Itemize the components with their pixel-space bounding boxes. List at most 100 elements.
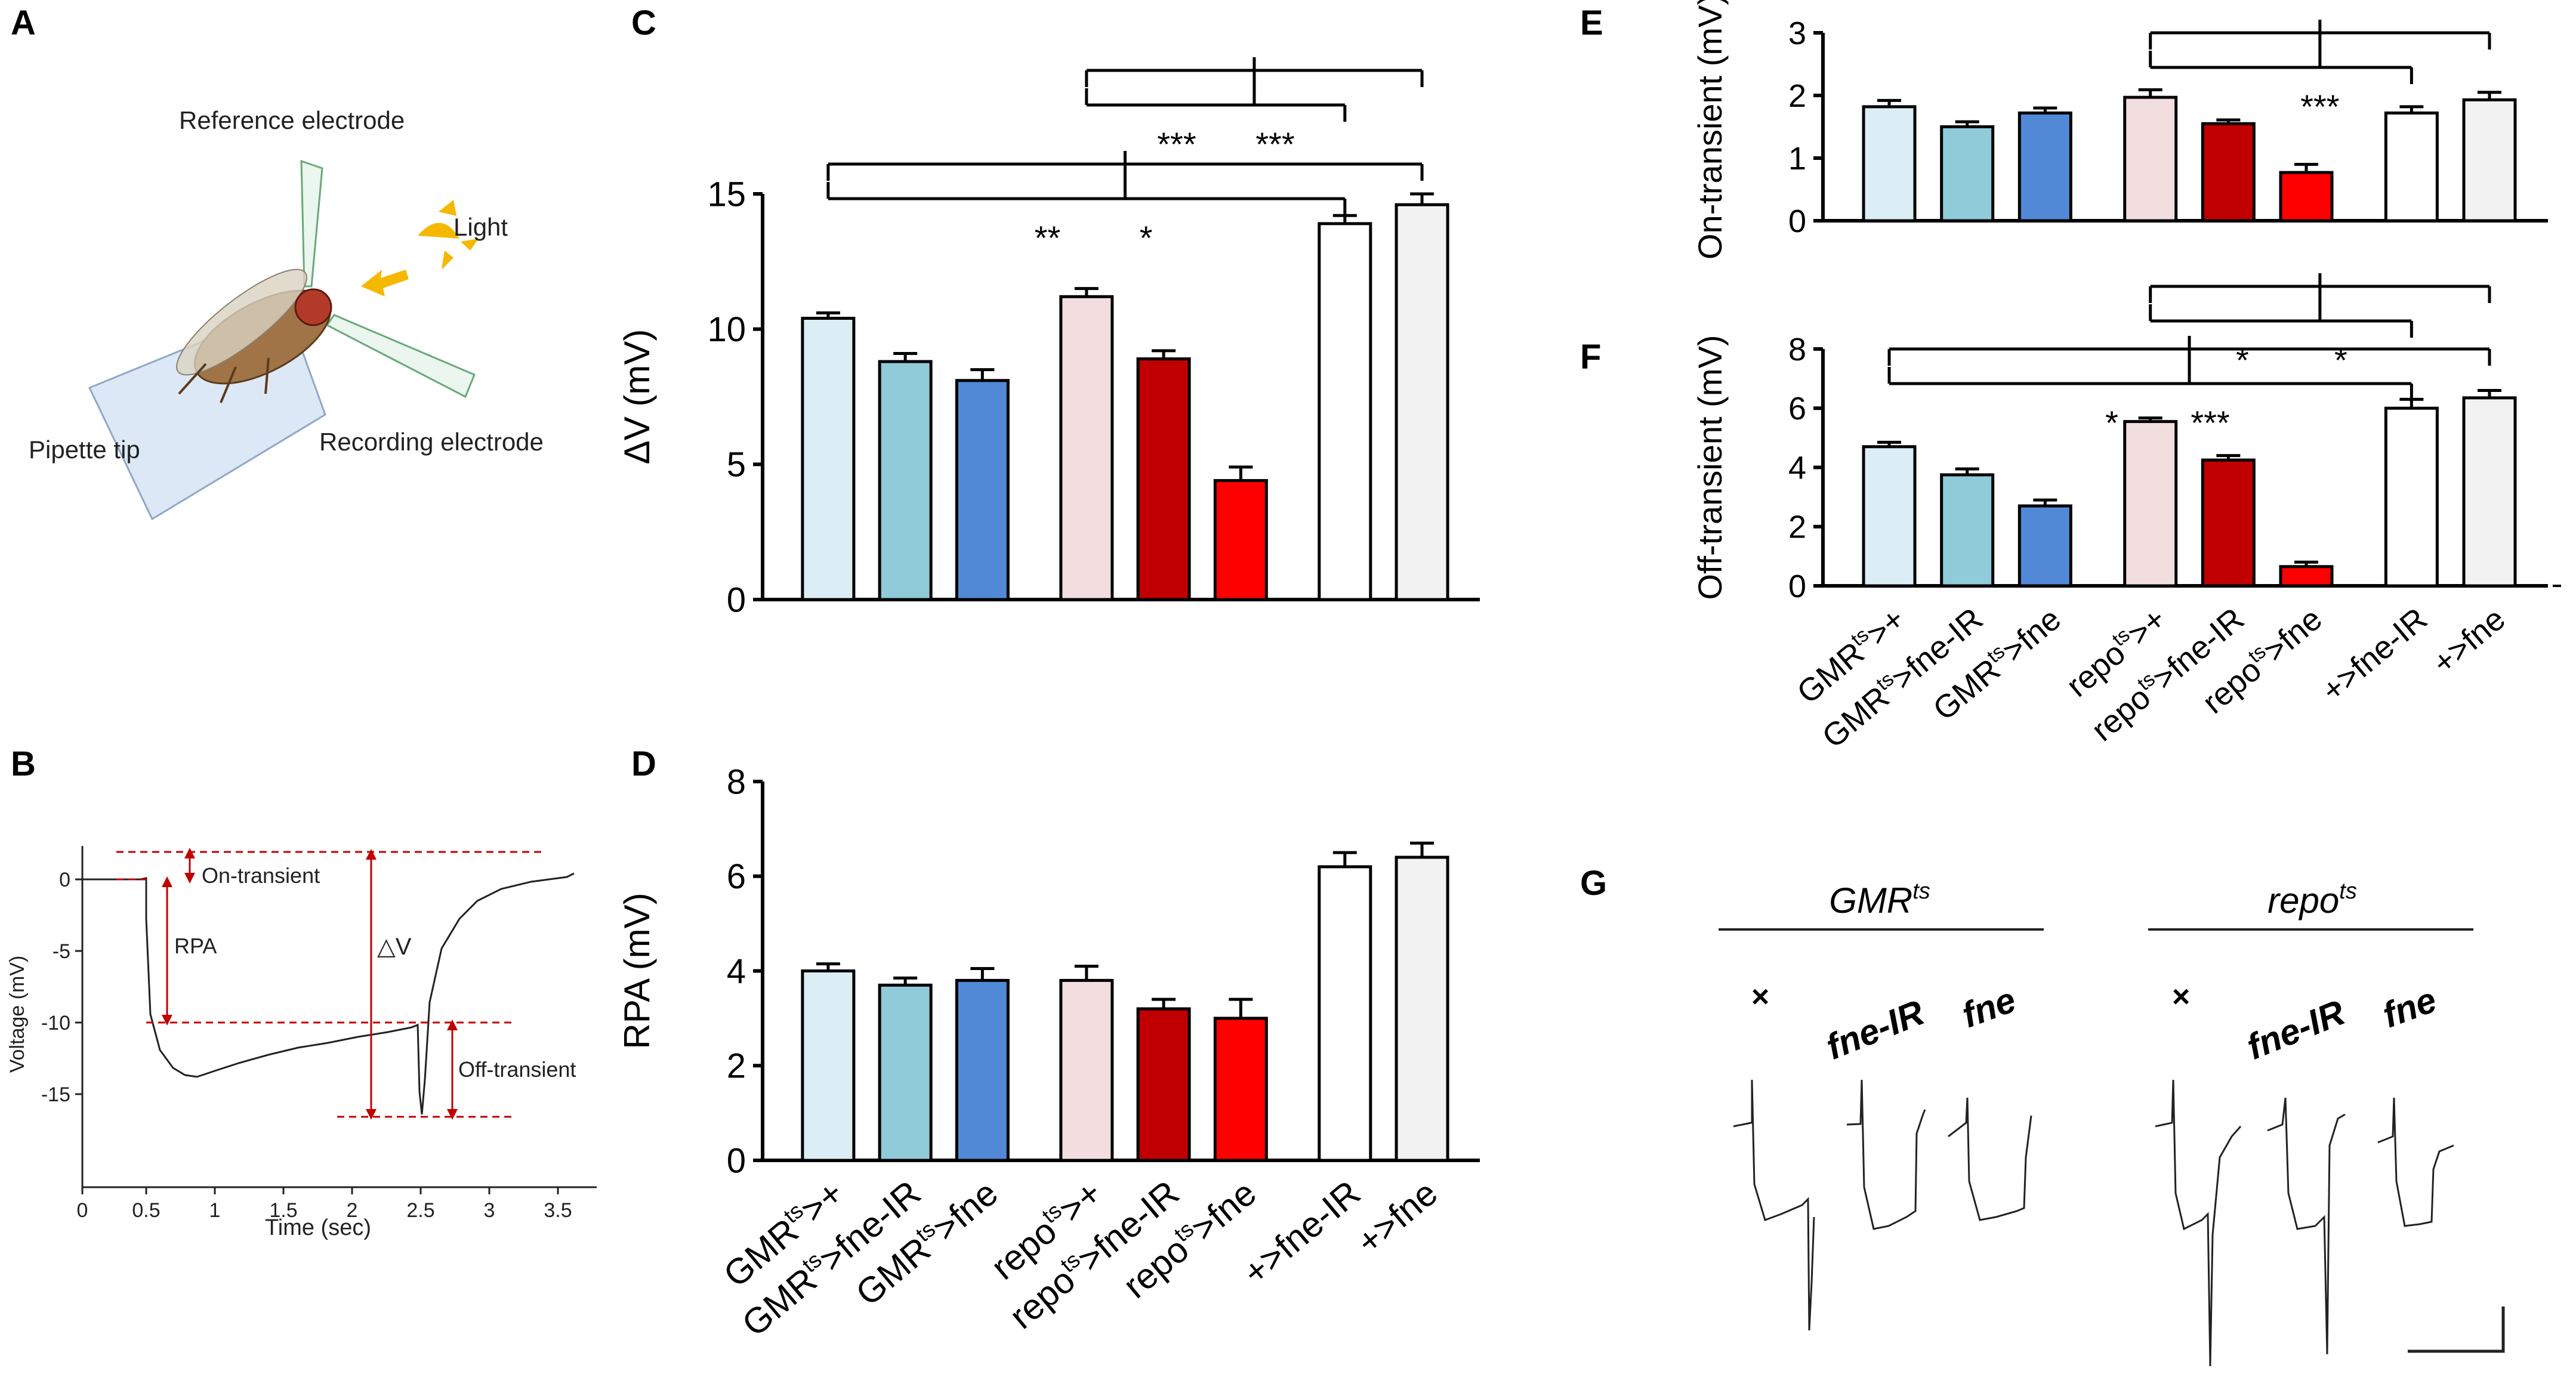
e-bar-4: [2201, 122, 2256, 223]
label-reference-electrode: Reference electrode: [179, 106, 405, 134]
g-group2-title: repots: [2268, 879, 2357, 921]
g-group1-title: GMRts: [1829, 879, 1930, 921]
label-delta-v: △V: [377, 934, 412, 960]
e-bar-5: [2279, 171, 2334, 223]
d-bar-7: [1395, 855, 1449, 1162]
d-ytick-label: 2: [727, 1047, 746, 1086]
c-bar-5: [1213, 479, 1268, 601]
d-ytick-label: 8: [727, 762, 746, 801]
f-ytick-label: 4: [1788, 450, 1806, 486]
f-bar-5: [2279, 565, 2334, 588]
d-bar-1: [878, 983, 933, 1162]
d-genotype-label-7: +>fne: [1349, 1173, 1445, 1262]
c-ytick-label: 10: [707, 310, 746, 349]
e-ytick-label: 0: [1788, 203, 1806, 239]
c-ytick-label: 0: [727, 580, 746, 619]
e-sig-label: ***: [2300, 88, 2339, 125]
d-genotype-label-6: +>fne-IR: [1235, 1173, 1368, 1293]
c-bar-2: [955, 379, 1010, 601]
f-genotype-label-3: repots>+: [2059, 600, 2173, 704]
panel-label-f: F: [1580, 338, 1601, 376]
g-label-fne-ir-2: fne-IR: [2241, 992, 2350, 1067]
d-ytick-label: 0: [727, 1141, 746, 1180]
d-ylabel: RPA (mV): [617, 892, 657, 1049]
c-bar-6: [1318, 222, 1372, 601]
f-bar-7: [2462, 396, 2517, 588]
b-xlabel: Time (sec): [265, 1215, 371, 1240]
f-bar-2: [2017, 504, 2072, 588]
g-trace-repo-fne: [2377, 1097, 2454, 1227]
e-bar-1: [1940, 125, 1995, 223]
e-ytick-label: 1: [1788, 141, 1806, 177]
c-ytick-label: 5: [727, 446, 746, 484]
label-off-transient: Off-transient: [458, 1057, 576, 1082]
g-trace-gmr-fne: [1948, 1097, 2032, 1221]
e-ylabel: On-transient (mV): [1691, 0, 1729, 260]
label-light: Light: [454, 213, 508, 241]
f-sig-label: ***: [2191, 404, 2229, 441]
e-bar-7: [2462, 98, 2517, 223]
c-bar-7: [1395, 203, 1449, 601]
e-bar-6: [2384, 111, 2439, 223]
c-sig-label: **: [1035, 219, 1061, 257]
f-ytick-label: 8: [1788, 332, 1806, 367]
g-label-control-1: ×: [1751, 980, 1769, 1014]
b-xtick-label: 3.5: [544, 1199, 572, 1222]
f-bar-3: [2123, 420, 2178, 588]
f-ytick-label: 6: [1788, 391, 1806, 427]
c-bar-1: [878, 360, 933, 601]
label-recording-electrode: Recording electrode: [319, 428, 544, 456]
g-trace-repo-control: [2155, 1079, 2242, 1367]
fly-icon: [176, 268, 332, 403]
d-bar-3: [1059, 978, 1114, 1162]
c-ytick-label: 15: [707, 175, 746, 214]
f-bar-4: [2201, 458, 2256, 588]
f-significance-bracket-0: * *: [2149, 273, 2491, 379]
recording-electrode-shape: [325, 314, 476, 399]
g-scale-bar: [2408, 1307, 2505, 1353]
d-bar-5: [1213, 1017, 1268, 1162]
b-xtick-label: 1: [209, 1199, 221, 1222]
b-xtick-label: 0: [77, 1199, 88, 1222]
g-label-fne-ir-1: fne-IR: [1821, 992, 1930, 1067]
f-sig-label: *: [2236, 341, 2249, 379]
panel-label-g: G: [1580, 864, 1607, 903]
g-label-fne-1: fne: [1957, 980, 2020, 1036]
f-sig-label: *: [2105, 404, 2118, 441]
f-ytick-label: 0: [1788, 569, 1806, 604]
g-trace-gmr-fne-ir: [1846, 1079, 1926, 1230]
panel-b-erg: 0 0.5 1 1.5 2 2.5 3 3.5 0 -5 -10 -15 Time (sec) Vol…: [6, 846, 597, 1240]
panel-label-b: B: [11, 745, 36, 783]
c-sig-label: *: [1140, 219, 1153, 257]
f-sig-label: *: [2334, 341, 2347, 379]
c-ylabel: ΔV (mV): [617, 329, 657, 465]
e-ytick-label: 3: [1788, 16, 1806, 51]
d-bar-6: [1318, 865, 1372, 1162]
d-bar-2: [955, 978, 1010, 1162]
b-ytick-label: -10: [41, 1012, 70, 1034]
b-xtick-label: 2: [347, 1199, 358, 1222]
c-sig-label: ***: [1255, 125, 1294, 163]
f-significance-bracket-1: * ***: [1887, 336, 2491, 441]
g-label-fne-2: fne: [2377, 980, 2441, 1036]
reference-electrode-shape: [300, 159, 323, 288]
label-pipette-tip: Pipette tip: [29, 436, 140, 464]
e-bar-2: [2017, 111, 2072, 223]
d-ytick-label: 6: [727, 857, 746, 896]
c-bar-3: [1059, 295, 1114, 601]
b-ytick-label: 0: [59, 869, 70, 891]
label-rpa: RPA: [174, 934, 217, 958]
f-bar-0: [1862, 445, 1917, 588]
b-ytick-label: -5: [53, 940, 70, 963]
e-significance-bracket-0: ***: [2149, 20, 2491, 125]
f-genotype-label-0: GMRts>+: [1790, 600, 1912, 711]
f-genotype-label-6: +>fne-IR: [2315, 601, 2435, 709]
panel-label-a: A: [11, 4, 36, 42]
light-arrow-icon: [361, 270, 409, 297]
e-bar-3: [2123, 95, 2178, 223]
g-trace-gmr-control: [1733, 1079, 1815, 1331]
